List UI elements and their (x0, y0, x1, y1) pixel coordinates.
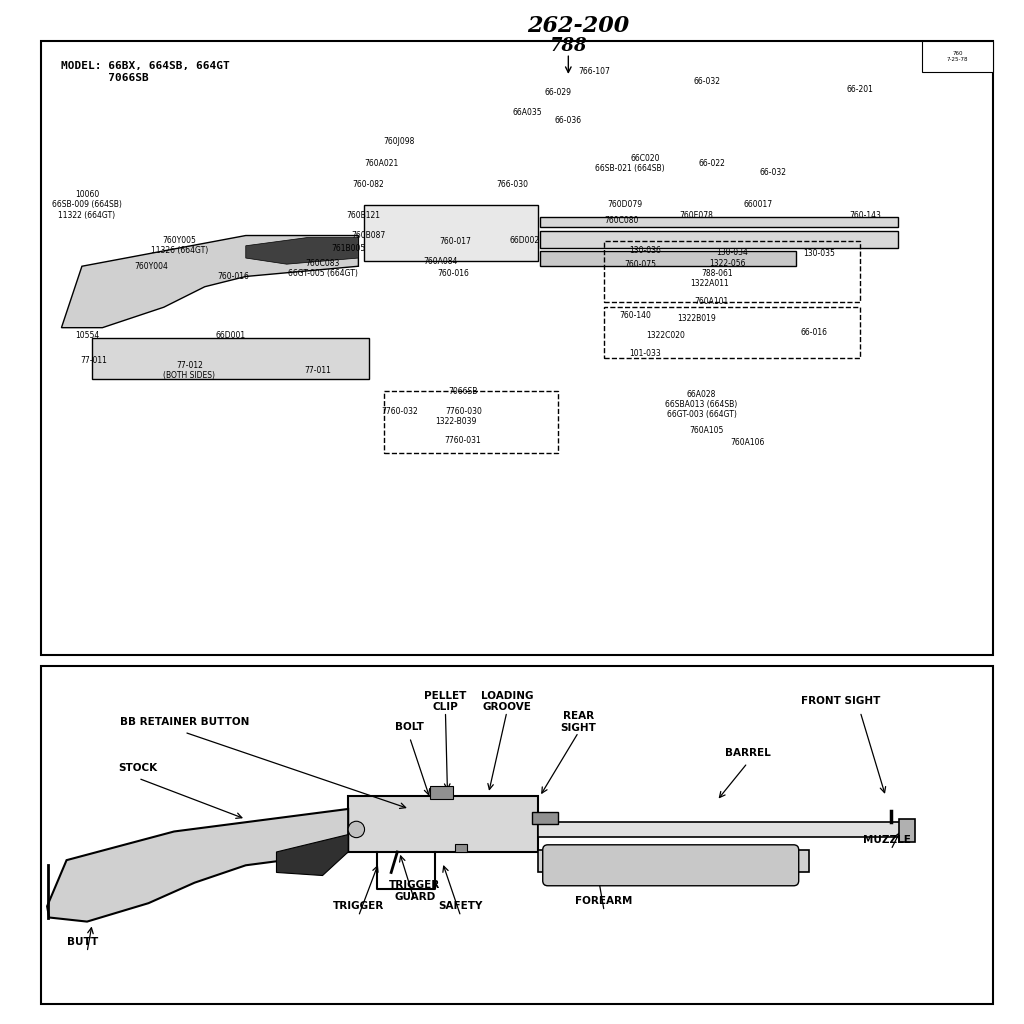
Text: MODEL: 66BX, 664SB, 664GT
       7066SB: MODEL: 66BX, 664SB, 664GT 7066SB (61, 61, 230, 83)
Bar (540, 217, 898, 227)
Text: 760A105: 760A105 (689, 426, 724, 434)
Text: 760E078: 760E078 (679, 211, 714, 219)
Text: 760C083
66GT-005 (664GT): 760C083 66GT-005 (664GT) (288, 259, 357, 278)
Text: 10554: 10554 (75, 332, 99, 340)
Text: 761B005: 761B005 (331, 245, 366, 253)
Text: 7760-032: 7760-032 (381, 408, 418, 416)
Text: 130-035: 130-035 (803, 250, 836, 258)
Text: TRIGGER: TRIGGER (333, 901, 384, 911)
Text: 1322C020: 1322C020 (646, 332, 685, 340)
Bar (92, 338, 369, 379)
Bar (538, 822, 901, 837)
Text: PELLET
CLIP: PELLET CLIP (424, 690, 467, 713)
Text: 66-201: 66-201 (847, 85, 873, 93)
Text: 130-036: 130-036 (629, 247, 662, 255)
Text: SAFETY: SAFETY (438, 901, 483, 911)
Polygon shape (47, 809, 348, 922)
FancyBboxPatch shape (543, 845, 799, 886)
Text: 77-011: 77-011 (304, 367, 331, 375)
Text: 760Y004: 760Y004 (134, 262, 169, 270)
Text: BUTT: BUTT (67, 937, 98, 947)
Text: 66-022: 66-022 (698, 160, 725, 168)
Text: 766-107: 766-107 (578, 68, 610, 76)
Text: 1322A011: 1322A011 (690, 280, 729, 288)
Text: TRIGGER
GUARD: TRIGGER GUARD (389, 880, 440, 902)
Text: 66A035: 66A035 (513, 109, 542, 117)
Text: 760A106: 760A106 (730, 438, 765, 446)
Text: STOCK: STOCK (119, 763, 158, 773)
Text: 1322B019: 1322B019 (677, 314, 716, 323)
Text: 66-029: 66-029 (545, 88, 571, 96)
Text: 760Y005
11326 (664GT): 760Y005 11326 (664GT) (151, 237, 208, 255)
Text: 66A028
66SBA013 (664SB)
66GT-003 (664GT): 66A028 66SBA013 (664SB) 66GT-003 (664GT) (666, 389, 737, 420)
Text: 760A021: 760A021 (365, 160, 399, 168)
Text: 760-016: 760-016 (437, 269, 470, 278)
Text: 77-012
(BOTH SIDES): 77-012 (BOTH SIDES) (164, 361, 215, 380)
Text: BB RETAINER BUTTON: BB RETAINER BUTTON (120, 717, 249, 727)
Text: 66C020: 66C020 (631, 155, 659, 163)
Polygon shape (61, 236, 358, 328)
Text: 77-011: 77-011 (81, 356, 108, 365)
Text: 760
7-25-78: 760 7-25-78 (947, 51, 968, 61)
Text: REAR
SIGHT: REAR SIGHT (560, 711, 597, 733)
Text: 66D001: 66D001 (215, 332, 246, 340)
Text: 760B121: 760B121 (346, 211, 381, 219)
Text: 66-036: 66-036 (555, 117, 582, 125)
Text: 10060
66SB-009 (664SB)
11322 (664GT): 10060 66SB-009 (664SB) 11322 (664GT) (52, 189, 122, 220)
Text: LOADING
GROOVE: LOADING GROOVE (480, 690, 534, 713)
Bar (41, 666, 993, 1004)
Bar (922, 41, 993, 72)
Text: 66-016: 66-016 (801, 329, 827, 337)
Text: 760B087: 760B087 (351, 231, 386, 240)
Bar (532, 812, 558, 824)
Bar (348, 796, 538, 852)
Text: 66SB-021 (664SB): 66SB-021 (664SB) (595, 165, 665, 173)
Polygon shape (276, 835, 348, 876)
Text: 7760-031: 7760-031 (444, 436, 481, 444)
Text: BARREL: BARREL (725, 748, 770, 758)
Bar (430, 786, 453, 799)
Text: FOREARM: FOREARM (575, 896, 633, 906)
Polygon shape (246, 238, 358, 264)
Text: 760-082: 760-082 (352, 180, 385, 188)
Bar (540, 231, 898, 248)
Text: 766-030: 766-030 (496, 180, 528, 188)
Text: 760D079: 760D079 (607, 201, 642, 209)
Bar (540, 251, 796, 266)
Text: 660017: 660017 (743, 201, 772, 209)
Text: 760J098: 760J098 (384, 137, 415, 145)
Text: FRONT SIGHT: FRONT SIGHT (801, 696, 881, 707)
Bar (41, 41, 993, 655)
Circle shape (348, 821, 365, 838)
Text: 130-034: 130-034 (716, 249, 749, 257)
Text: 66D002: 66D002 (509, 237, 540, 245)
Bar (384, 391, 558, 453)
Bar (604, 307, 860, 358)
Text: 760-140: 760-140 (618, 311, 651, 319)
Text: 7066SB: 7066SB (449, 387, 477, 395)
Text: 788-061: 788-061 (701, 269, 732, 278)
Bar (455, 844, 467, 852)
Text: 788: 788 (550, 37, 587, 55)
Text: 101-033: 101-033 (629, 349, 662, 357)
Bar (604, 241, 860, 302)
Bar (899, 819, 915, 842)
Text: 7760-030: 7760-030 (445, 408, 482, 416)
Text: 760C080: 760C080 (604, 216, 639, 224)
Text: 760-143: 760-143 (849, 211, 882, 219)
Text: 1322-056: 1322-056 (709, 259, 745, 267)
Text: 760-075: 760-075 (624, 260, 656, 268)
Text: 760A084: 760A084 (423, 257, 458, 265)
Bar (538, 850, 809, 872)
Text: 66-032: 66-032 (693, 78, 720, 86)
Text: 760-017: 760-017 (439, 238, 472, 246)
Text: 66-032: 66-032 (760, 168, 786, 176)
Text: 1322-B039: 1322-B039 (435, 418, 476, 426)
Text: 760-016: 760-016 (217, 272, 250, 281)
Text: 760A101: 760A101 (694, 297, 729, 305)
Text: 262-200: 262-200 (527, 14, 630, 37)
Text: MUZZLE: MUZZLE (863, 835, 911, 845)
Text: BOLT: BOLT (395, 722, 424, 732)
Bar (364, 205, 538, 261)
